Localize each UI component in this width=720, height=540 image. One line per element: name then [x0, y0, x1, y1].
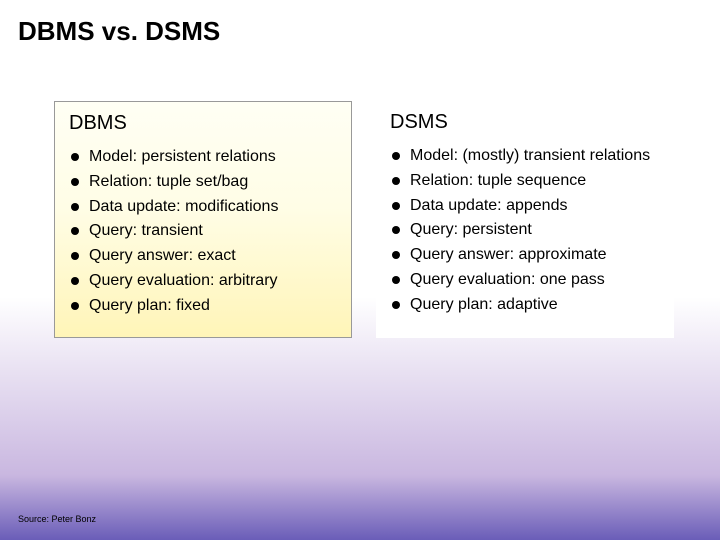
list-item: Model: (mostly) transient relations — [390, 144, 660, 169]
list-item: Query: transient — [69, 219, 337, 244]
list-item: Query plan: adaptive — [390, 293, 660, 318]
dbms-heading: DBMS — [69, 112, 337, 135]
list-item: Query: persistent — [390, 218, 660, 243]
list-item: Query answer: exact — [69, 244, 337, 269]
list-item: Data update: appends — [390, 194, 660, 219]
content-area: DBMS Model: persistent relations Relatio… — [0, 47, 720, 338]
list-item: Relation: tuple set/bag — [69, 170, 337, 195]
list-item: Query evaluation: arbitrary — [69, 269, 337, 294]
dsms-list: Model: (mostly) transient relations Rela… — [390, 144, 660, 318]
list-item: Model: persistent relations — [69, 145, 337, 170]
dbms-panel: DBMS Model: persistent relations Relatio… — [54, 101, 352, 338]
list-item: Query answer: approximate — [390, 243, 660, 268]
source-footer: Source: Peter Bonz — [18, 514, 96, 524]
dbms-list: Model: persistent relations Relation: tu… — [69, 145, 337, 319]
slide-title: DBMS vs. DSMS — [0, 0, 720, 47]
list-item: Query evaluation: one pass — [390, 268, 660, 293]
list-item: Query plan: fixed — [69, 294, 337, 319]
list-item: Data update: modifications — [69, 195, 337, 220]
list-item: Relation: tuple sequence — [390, 169, 660, 194]
dsms-heading: DSMS — [390, 111, 660, 134]
dsms-panel: DSMS Model: (mostly) transient relations… — [376, 101, 674, 338]
